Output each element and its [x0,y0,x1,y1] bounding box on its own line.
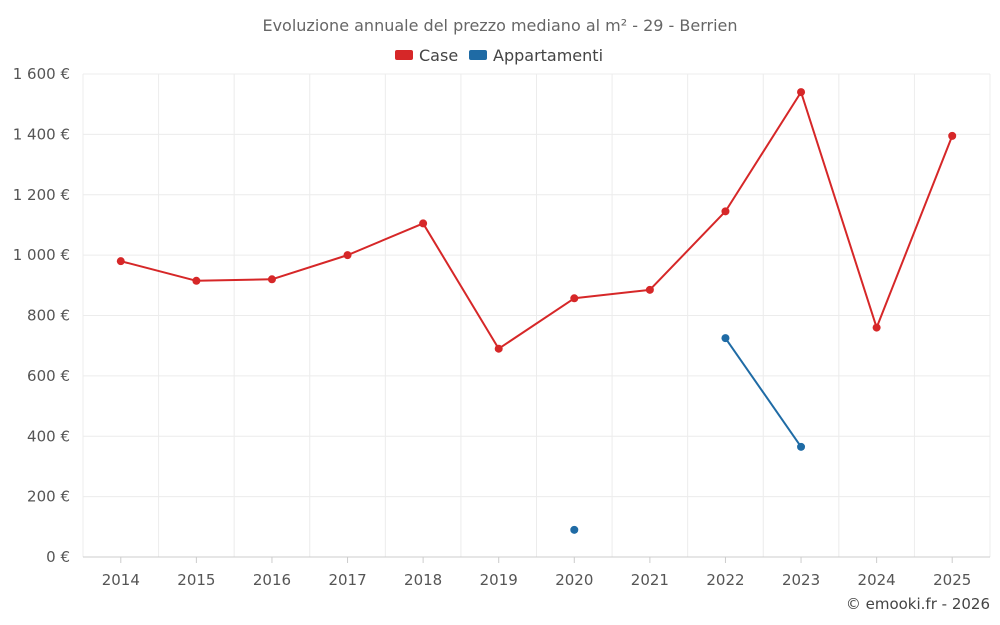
y-tick-label: 200 € [27,488,70,506]
legend-swatch-appartamenti [469,50,487,60]
y-axis-ticks: 0 € 200 € 400 € 600 € 800 € 1 000 € 1 200 € 1 4… [13,65,70,566]
y-tick-label: 600 € [27,367,70,385]
series-line-case [120,91,954,350]
x-tick-label: 2023 [782,571,820,589]
y-tick-label: 400 € [27,427,70,445]
y-tick-label: 0 € [46,548,70,566]
x-tick-label: 2019 [480,571,518,589]
x-tick-label: 2022 [706,571,744,589]
x-tick-label: 2018 [404,571,442,589]
data-point-case-2020[interactable] [570,294,579,303]
data-point-case-2019[interactable] [494,344,503,353]
data-point-case-2017[interactable] [343,251,352,260]
legend-item-appartamenti[interactable]: Appartamenti [469,46,603,65]
data-point-case-2016[interactable] [267,275,276,284]
data-point-case-2018[interactable] [419,219,428,228]
series-points [116,88,957,534]
legend-swatch-case [395,50,413,60]
data-point-case-2015[interactable] [192,276,201,285]
data-point-appartamenti-2022[interactable] [721,334,730,343]
x-tick-label: 2014 [102,571,140,589]
credit-text: © emooki.fr - 2026 [846,595,990,613]
y-tick-label: 1 000 € [13,246,70,264]
x-tick-label: 2020 [555,571,593,589]
y-tick-label: 1 600 € [13,65,70,83]
y-tick-label: 800 € [27,307,70,325]
y-tick-label: 1 200 € [13,186,70,204]
data-point-appartamenti-2020[interactable] [570,525,579,534]
x-tick-label: 2025 [933,571,971,589]
x-tick-label: 2021 [631,571,669,589]
data-point-case-2023[interactable] [797,88,806,97]
x-tick-label: 2017 [328,571,366,589]
data-point-case-2025[interactable] [948,131,957,140]
x-tick-label: 2015 [177,571,215,589]
legend: Case Appartamenti [395,46,603,65]
series-lines [120,91,954,448]
legend-item-case[interactable]: Case [395,46,458,65]
data-point-appartamenti-2023[interactable] [797,442,806,451]
data-point-case-2021[interactable] [645,285,654,294]
x-axis-ticks: 2014 2015 2016 2017 2018 2019 2020 2021 2022 2023… [102,557,971,589]
series-line-appartamenti [724,337,802,448]
x-tick-label: 2016 [253,571,291,589]
x-tick-label: 2024 [858,571,896,589]
legend-label-case: Case [419,46,458,65]
y-tick-label: 1 400 € [13,125,70,143]
data-point-case-2024[interactable] [872,323,881,332]
data-point-case-2022[interactable] [721,207,730,216]
data-point-case-2014[interactable] [116,257,125,266]
gridlines [82,73,991,558]
chart-title: Evoluzione annuale del prezzo mediano al… [262,16,737,35]
legend-label-appartamenti: Appartamenti [493,46,603,65]
